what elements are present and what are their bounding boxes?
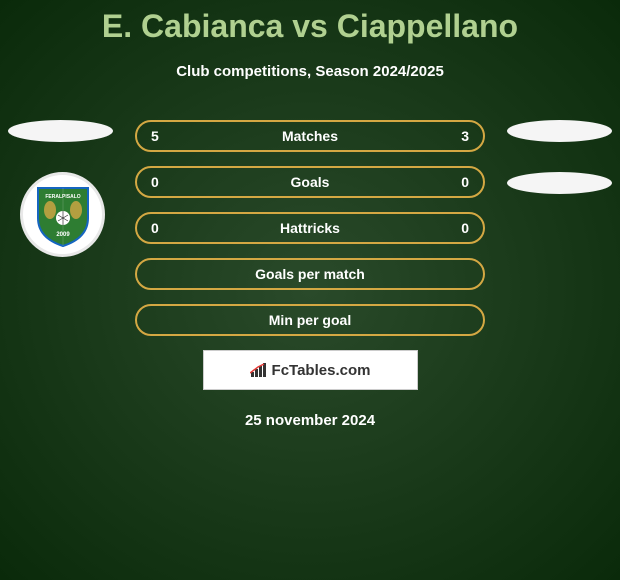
stat-row-goals-per-match: Goals per match [135,258,485,290]
stat-row-min-per-goal: Min per goal [135,304,485,336]
source-logo: FcTables.com [250,362,371,379]
stat-label: Hattricks [181,220,439,236]
stat-right-value: 3 [439,128,469,144]
stat-row-hattricks: 0 Hattricks 0 [135,212,485,244]
stat-label: Matches [181,128,439,144]
stat-left-value: 0 [151,220,181,236]
source-logo-box: FcTables.com [203,350,418,390]
source-logo-text: FcTables.com [272,362,371,379]
stat-right-value: 0 [439,174,469,190]
stat-row-matches: 5 Matches 3 [135,120,485,152]
date-text: 25 november 2024 [0,412,620,429]
stat-left-value: 5 [151,128,181,144]
chart-bars-icon [250,363,268,377]
stat-label: Goals [181,174,439,190]
stat-left-value: 0 [151,174,181,190]
stat-label: Min per goal [181,312,439,328]
stat-label: Goals per match [181,266,439,282]
stats-container: 5 Matches 3 0 Goals 0 0 Hattricks 0 Goal… [0,120,620,429]
stat-right-value: 0 [439,220,469,236]
stat-row-goals: 0 Goals 0 [135,166,485,198]
page-title: E. Cabianca vs Ciappellano [0,0,620,45]
page-subtitle: Club competitions, Season 2024/2025 [0,63,620,80]
